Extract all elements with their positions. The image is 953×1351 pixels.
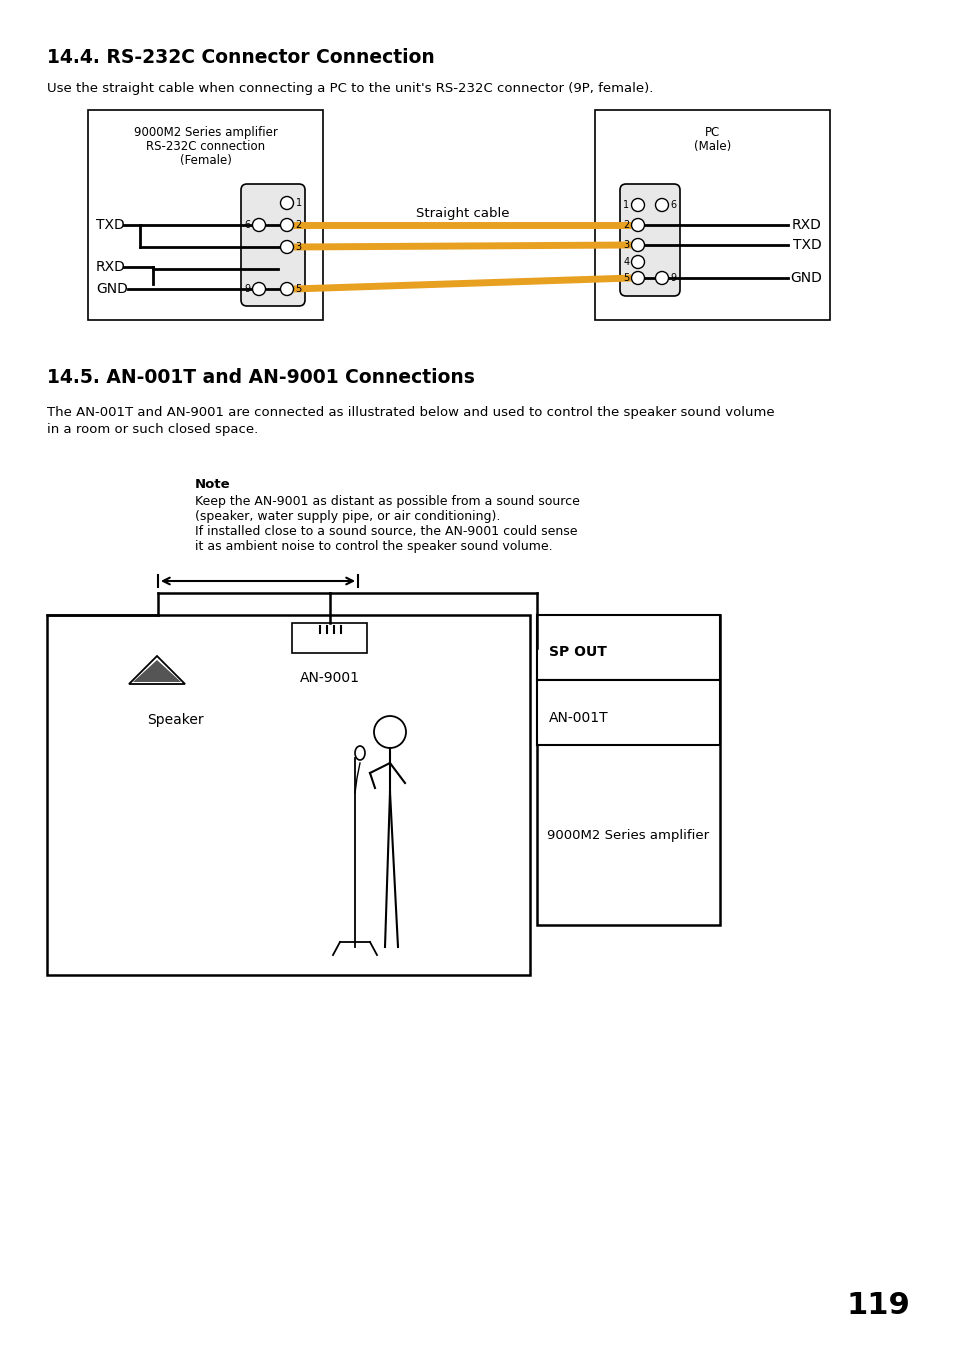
Circle shape [280,282,294,296]
FancyBboxPatch shape [241,184,305,305]
Text: 9000M2 Series amplifier: 9000M2 Series amplifier [547,828,709,842]
Bar [537,615,720,680]
Text: 9000M2 Series amplifier: 9000M2 Series amplifier [133,126,277,139]
Circle shape [655,272,668,285]
Text: Note: Note [194,478,231,490]
Text: 1: 1 [622,200,629,209]
Circle shape [374,716,406,748]
Text: Keep the AN-9001 as distant as possible from a sound source: Keep the AN-9001 as distant as possible … [194,494,579,508]
Text: Use the straight cable when connecting a PC to the unit's RS-232C connector (9P,: Use the straight cable when connecting a… [47,82,653,95]
Ellipse shape [355,746,365,761]
Text: AN-9001: AN-9001 [299,671,359,685]
Circle shape [253,282,265,296]
Text: 5: 5 [622,273,629,282]
Text: 3: 3 [622,240,629,250]
Circle shape [280,196,294,209]
Circle shape [280,219,294,231]
Circle shape [631,255,644,269]
Text: 119: 119 [845,1292,909,1320]
Text: RS-232C connection: RS-232C connection [146,141,265,153]
Text: 2: 2 [295,220,301,230]
Text: in a room or such closed space.: in a room or such closed space. [47,423,258,436]
Text: 14.5. AN-001T and AN-9001 Connections: 14.5. AN-001T and AN-9001 Connections [47,367,475,386]
Circle shape [631,219,644,231]
Text: 6: 6 [244,220,251,230]
Bar [537,680,720,744]
Bar [293,623,367,653]
Bar [88,109,323,320]
Text: 5: 5 [295,284,301,295]
Text: Straight cable: Straight cable [416,207,509,220]
Text: GND: GND [789,272,821,285]
Text: SP OUT: SP OUT [548,646,606,659]
Polygon shape [132,661,181,682]
Text: If installed close to a sound source, the AN-9001 could sense: If installed close to a sound source, th… [194,526,577,538]
Text: GND: GND [96,282,128,296]
Text: 9: 9 [670,273,676,282]
Text: 2: 2 [622,220,629,230]
Text: Speaker: Speaker [147,713,203,727]
Bar [595,109,829,320]
Text: (Female): (Female) [179,154,232,168]
Text: (speaker, water supply pipe, or air conditioning).: (speaker, water supply pipe, or air cond… [194,509,500,523]
Text: (Male): (Male) [693,141,730,153]
Text: 4: 4 [622,257,629,267]
Text: RXD: RXD [791,218,821,232]
Circle shape [253,219,265,231]
Text: TXD: TXD [792,238,821,253]
Bar [537,615,720,925]
Text: 14.4. RS-232C Connector Connection: 14.4. RS-232C Connector Connection [47,49,435,68]
Circle shape [631,272,644,285]
Text: 3: 3 [295,242,301,253]
Text: 1: 1 [295,199,301,208]
Circle shape [631,199,644,212]
Text: 6: 6 [670,200,676,209]
FancyBboxPatch shape [619,184,679,296]
Circle shape [655,199,668,212]
Polygon shape [129,657,185,684]
Text: RXD: RXD [96,259,126,274]
Bar [47,615,530,975]
Text: it as ambient noise to control the speaker sound volume.: it as ambient noise to control the speak… [194,540,552,553]
Circle shape [631,239,644,251]
Text: TXD: TXD [96,218,125,232]
Text: PC: PC [704,126,720,139]
Text: AN-001T: AN-001T [548,711,608,724]
Circle shape [280,240,294,254]
Text: The AN-001T and AN-9001 are connected as illustrated below and used to control t: The AN-001T and AN-9001 are connected as… [47,407,774,419]
Text: 9: 9 [244,284,251,295]
